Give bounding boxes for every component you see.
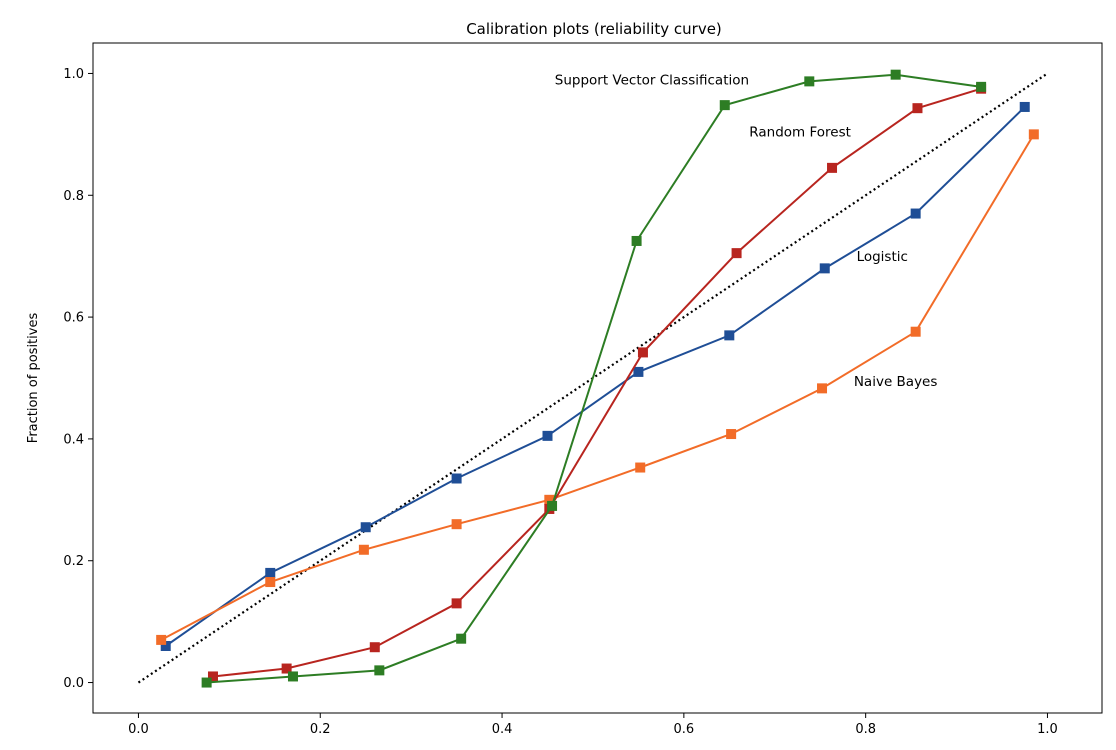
data-point-naive-bayes [635, 462, 646, 473]
data-point-support-vector-classification [719, 100, 730, 111]
data-point-logistic [724, 330, 735, 341]
data-point-support-vector-classification [201, 677, 212, 688]
data-point-naive-bayes [358, 544, 369, 555]
data-point-naive-bayes [451, 519, 462, 530]
annotation-label: Random Forest [749, 124, 851, 140]
series-logistic [160, 101, 1030, 651]
series-line-random-forest [212, 87, 982, 678]
data-point-logistic [633, 366, 644, 377]
series-line-logistic [165, 106, 1026, 647]
chart-title: Calibration plots (reliability curve) [466, 20, 722, 38]
data-point-logistic [1019, 101, 1030, 112]
data-point-random-forest [827, 162, 838, 173]
x-tick-label: 0.8 [855, 722, 876, 737]
y-axis-label: Fraction of positives [26, 313, 41, 444]
y-tick-label: 0.4 [63, 432, 84, 447]
data-point-support-vector-classification [547, 500, 558, 511]
data-point-logistic [360, 522, 371, 533]
data-point-random-forest [281, 663, 292, 674]
data-point-naive-bayes [910, 326, 921, 337]
series-support-vector-classification [201, 69, 987, 688]
data-point-logistic [265, 567, 276, 578]
data-point-naive-bayes [265, 577, 276, 588]
data-point-naive-bayes [817, 383, 828, 394]
x-tick-label: 0.2 [310, 722, 331, 737]
x-tick-label: 1.0 [1037, 722, 1058, 737]
perfect-calibration-line [137, 72, 1049, 684]
data-point-random-forest [369, 642, 380, 653]
y-tick-label: 1.0 [63, 67, 84, 82]
perfect-calibration-dotted-line [137, 72, 1049, 684]
annotation-label: Logistic [857, 249, 908, 265]
y-tick-label: 0.2 [63, 554, 84, 569]
data-point-naive-bayes [156, 634, 167, 645]
series-line-support-vector-classification [206, 73, 982, 684]
data-point-support-vector-classification [631, 235, 642, 246]
data-point-random-forest [637, 347, 648, 358]
data-point-naive-bayes [1028, 129, 1039, 140]
data-point-logistic [451, 473, 462, 484]
series-naive-bayes [156, 129, 1039, 645]
x-tick-label: 0.6 [674, 722, 695, 737]
annotation-label: Naive Bayes [854, 374, 938, 390]
y-tick-label: 0.6 [63, 311, 84, 326]
x-tick-label: 0.4 [492, 722, 513, 737]
series-group [156, 69, 1039, 688]
data-point-support-vector-classification [374, 665, 385, 676]
series-line-naive-bayes [160, 133, 1035, 641]
data-point-support-vector-classification [287, 671, 298, 682]
data-point-naive-bayes [726, 429, 737, 440]
data-point-random-forest [451, 598, 462, 609]
y-tick-label: 0.0 [63, 676, 84, 691]
annotation-label: Support Vector Classification [555, 73, 749, 89]
data-point-random-forest [731, 248, 742, 259]
x-tick-label: 0.0 [128, 722, 149, 737]
data-point-random-forest [912, 103, 923, 114]
data-point-support-vector-classification [890, 69, 901, 80]
data-point-random-forest [207, 671, 218, 682]
data-point-logistic [542, 430, 553, 441]
axis-ticks: 0.0 0.2 0.4 0.6 0.8 1.0 0.0 0.2 0.4 0.6 0.8 1.0 [63, 67, 1057, 737]
data-point-logistic [160, 641, 171, 651]
y-tick-label: 0.8 [63, 189, 84, 204]
data-point-logistic [819, 263, 830, 274]
data-point-logistic [910, 208, 921, 219]
data-point-support-vector-classification [976, 81, 987, 92]
plot-frame [92, 42, 1103, 714]
data-point-support-vector-classification [456, 633, 467, 644]
annotations-group: Support Vector Classification Random Fore… [555, 73, 938, 390]
data-point-naive-bayes [544, 494, 555, 505]
data-point-support-vector-classification [804, 76, 815, 87]
